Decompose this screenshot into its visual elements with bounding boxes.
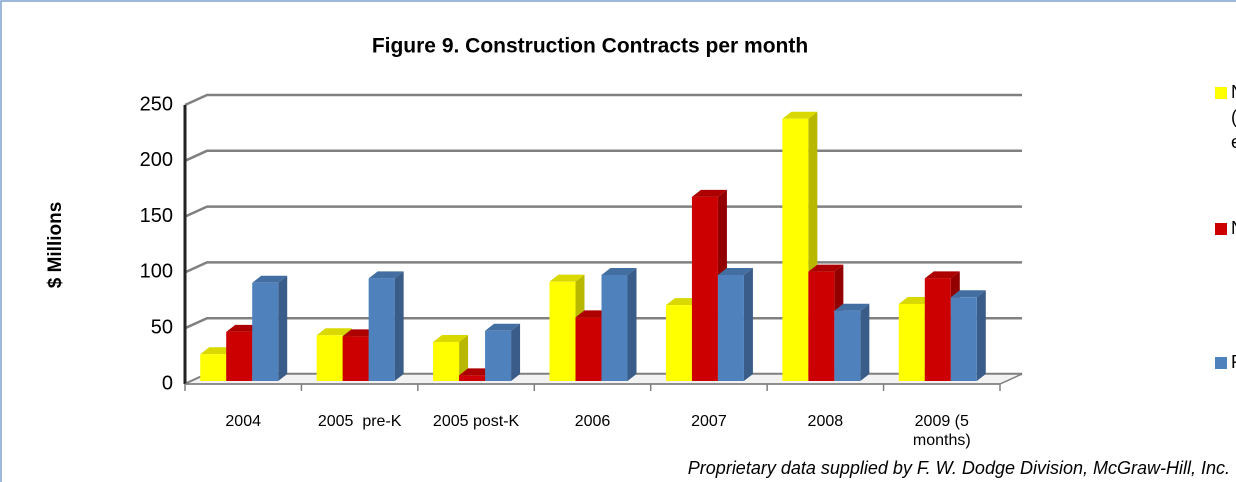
bar xyxy=(575,317,602,381)
bar xyxy=(316,335,343,381)
bar-side xyxy=(860,303,870,381)
bar xyxy=(782,118,809,382)
bar xyxy=(691,196,718,381)
grid-line xyxy=(184,93,1022,107)
legend-label: Non-building (roads, bridges, etc.) xyxy=(1231,80,1236,155)
footnote: Proprietary data supplied by F. W. Dodge… xyxy=(687,458,1230,478)
bar-side xyxy=(394,271,404,381)
legend-swatch xyxy=(1215,357,1227,369)
y-axis-label: $ Millions xyxy=(45,202,66,289)
bar-side xyxy=(743,267,753,381)
grid-line xyxy=(184,261,1022,274)
legend-swatch xyxy=(1215,87,1227,99)
y-tick-label: 200 xyxy=(140,149,173,171)
bar xyxy=(549,281,576,381)
bar xyxy=(200,354,227,381)
bar-side xyxy=(459,334,469,381)
x-tick-label: 2008 xyxy=(807,413,844,430)
legend-swatch xyxy=(1215,223,1227,235)
bar-top xyxy=(368,271,404,279)
bar xyxy=(665,305,692,381)
bar-top xyxy=(782,111,818,119)
y-tick-label: 150 xyxy=(140,205,173,227)
bar xyxy=(717,274,744,381)
bar xyxy=(368,278,395,381)
bar xyxy=(834,310,861,381)
grid-line xyxy=(184,149,1022,162)
grid-line xyxy=(184,205,1022,218)
legend-label: Residential xyxy=(1231,350,1236,375)
bar-top xyxy=(808,264,844,272)
bar xyxy=(252,282,279,381)
bar-top xyxy=(601,267,637,275)
y-tick-label: 0 xyxy=(162,372,173,394)
bar xyxy=(485,330,512,381)
bar xyxy=(898,303,925,381)
bar xyxy=(226,331,253,381)
y-tick-label: 250 xyxy=(140,93,173,115)
bar-side xyxy=(976,290,986,381)
bar-top xyxy=(717,267,753,275)
chart-title: Figure 9. Construction Contracts per mon… xyxy=(372,35,808,58)
bar xyxy=(459,375,486,381)
bar-top xyxy=(834,303,870,311)
bar-top xyxy=(549,274,585,282)
bar-top xyxy=(316,328,352,336)
bar-top xyxy=(924,271,960,279)
bar xyxy=(342,336,369,381)
bar-side xyxy=(627,267,637,381)
x-tick-label: 2005 pre-K xyxy=(317,413,402,430)
bar xyxy=(924,278,951,381)
bar xyxy=(601,274,628,381)
x-tick-label: 2006 xyxy=(574,413,611,430)
bar xyxy=(950,297,977,381)
bar xyxy=(433,341,460,381)
bar-top xyxy=(485,323,521,331)
legend-label: Non-residential xyxy=(1231,216,1236,241)
bar xyxy=(808,271,835,381)
x-tick-label: 2004 xyxy=(225,413,261,430)
x-tick-label: 2007 xyxy=(691,413,727,430)
bar-top xyxy=(252,275,288,283)
bar-side xyxy=(278,275,288,381)
bar-top xyxy=(433,334,469,342)
x-tick-label: 2005 post-K xyxy=(432,413,520,430)
x-tick-label: 2009 (5 months) xyxy=(912,413,974,449)
bar-top xyxy=(950,290,986,298)
bar-top xyxy=(691,189,727,197)
y-tick-label: 50 xyxy=(151,316,173,338)
bar-side xyxy=(511,323,521,381)
y-tick-label: 100 xyxy=(140,261,173,283)
